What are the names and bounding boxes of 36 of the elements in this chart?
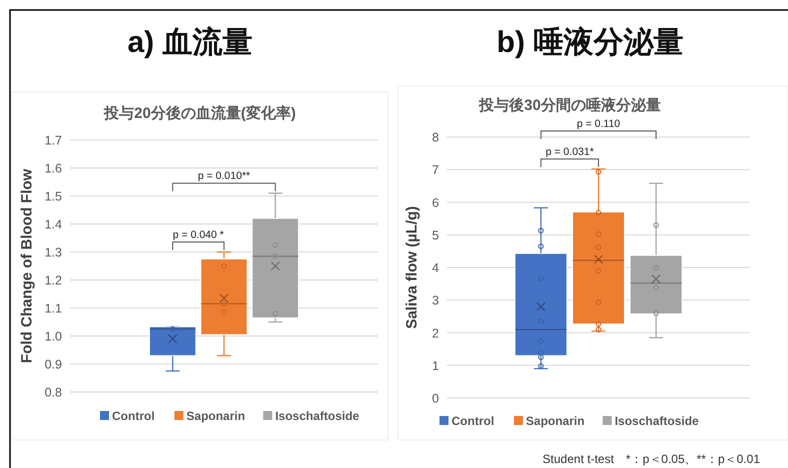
y-tick-label: 0.8 (44, 386, 62, 400)
y-tick-label: 7 (432, 163, 440, 178)
y-tick-label: 4 (432, 261, 440, 275)
y-tick-label: 0 (432, 392, 440, 406)
annotation: p = 0.040 * (172, 229, 224, 241)
text: Student t-test *：p＜0.05、**：p＜0.01 (542, 452, 760, 466)
y-tick-label: 1.0 (44, 330, 62, 344)
y-tick-label: 1 (432, 358, 440, 373)
y-tick-label: 1.5 (44, 190, 62, 204)
legend-label: Control (112, 409, 155, 423)
legend-label: Control (452, 414, 494, 428)
legend-label: Saponarin (526, 414, 585, 428)
y-tick-label: 1.6 (44, 162, 62, 176)
text: p = 0.110 (576, 118, 620, 130)
y-tick-label: 1.2 (44, 274, 62, 288)
y-tick-label: 0.9 (44, 358, 62, 372)
y-tick-label: 5 (432, 228, 440, 242)
y-axis-title: Saliva flow (µL/g) (404, 206, 420, 329)
y-axis-title: Fold Change of Blood Flow (18, 168, 36, 364)
y-tick-label: 1.4 (44, 218, 62, 232)
annotation: p = 0.031* (546, 146, 594, 158)
chart-title: a) 血流量 (127, 25, 253, 59)
y-tick-label: 8 (432, 130, 440, 144)
legend-label: Isoschaftoside (614, 414, 700, 428)
y-tick-label: 6 (432, 196, 440, 210)
y-tick-label: 1.3 (44, 246, 62, 260)
chart-subtitle: 投与後30分間の唾液分泌量 (478, 96, 661, 114)
annotation: p = 0.010** (198, 170, 250, 182)
legend-label: Saponarin (186, 409, 246, 423)
legend-label: Isoschaftoside (275, 409, 360, 423)
chart-subtitle: 投与20分後の血流量(変化率) (103, 104, 296, 122)
y-tick-label: 1.1 (44, 302, 62, 316)
y-tick-label: 1.7 (44, 134, 62, 148)
y-tick-label: 2 (432, 326, 440, 340)
chart-title: b) 唾液分泌量 (496, 25, 684, 59)
y-tick-label: 3 (432, 294, 440, 308)
